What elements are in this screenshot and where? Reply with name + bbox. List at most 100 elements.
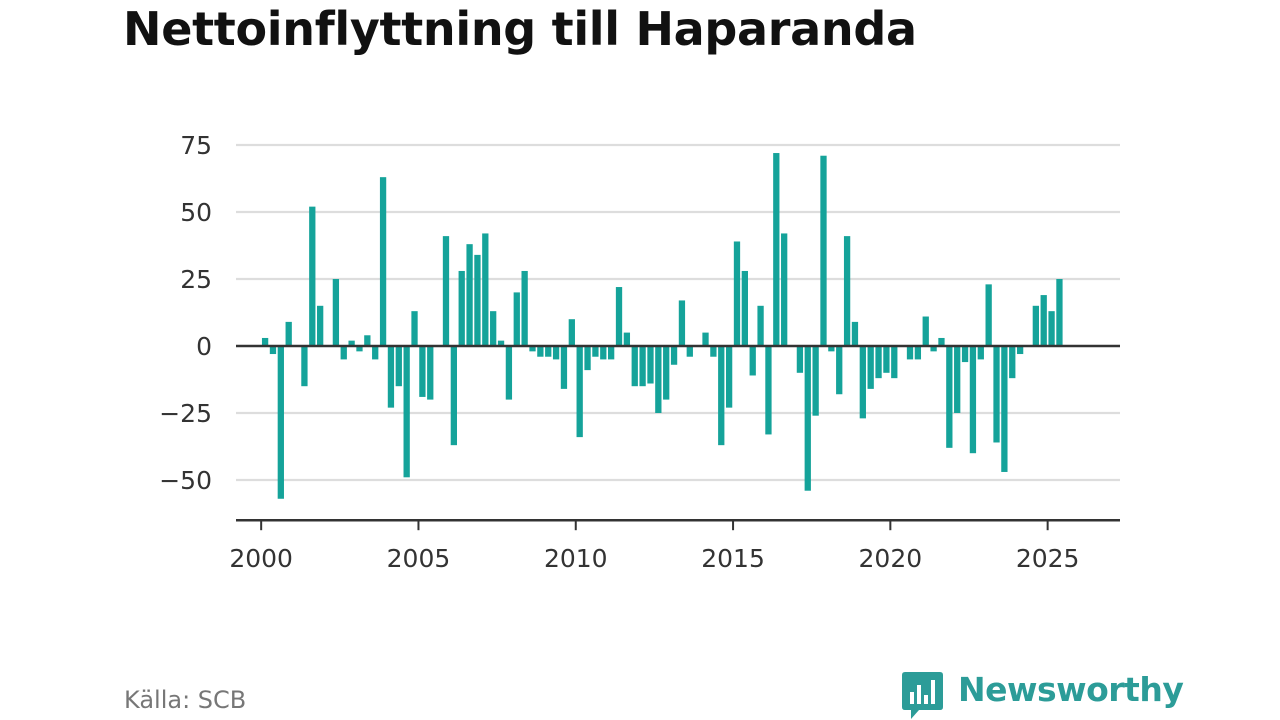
- bar: [419, 346, 426, 397]
- bar: [828, 346, 835, 352]
- bar: [702, 332, 709, 346]
- bar: [906, 346, 914, 360]
- x-tick-label: 2015: [701, 544, 765, 573]
- y-tick-label: 25: [180, 265, 212, 294]
- bar: [631, 346, 638, 387]
- bar: [867, 346, 874, 389]
- bars: [236, 153, 1120, 499]
- bar-chart: 75 50 25 0 −25 −50 2000 2005 2010 2015 2020 2025: [159, 131, 1120, 573]
- bar: [615, 287, 623, 346]
- y-tick-label: 75: [180, 131, 212, 160]
- bar: [466, 244, 473, 346]
- bar: [718, 346, 725, 446]
- bar: [560, 346, 568, 389]
- bar: [843, 236, 851, 346]
- bar: [883, 346, 890, 373]
- bar: [891, 346, 898, 379]
- bar: [1032, 305, 1039, 346]
- bar: [537, 346, 544, 357]
- bar: [663, 346, 670, 400]
- bar: [749, 346, 756, 376]
- bar: [1001, 346, 1008, 472]
- bar: [261, 337, 269, 346]
- bar: [710, 346, 717, 357]
- bar: [301, 346, 308, 387]
- x-axis: 2000 2005 2010 2015 2020 2025: [229, 518, 1120, 573]
- bar: [686, 346, 693, 357]
- bar: [741, 270, 748, 346]
- bar: [442, 236, 450, 346]
- brand-name: Newsworthy: [958, 670, 1184, 709]
- bar: [387, 346, 395, 408]
- bar: [277, 346, 284, 499]
- bar: [875, 346, 882, 379]
- bar: [655, 346, 662, 413]
- bar: [576, 346, 583, 438]
- bar: [969, 346, 977, 454]
- bar: [545, 346, 552, 357]
- y-axis-labels: 75 50 25 0 −25 −50: [159, 131, 212, 495]
- bar: [608, 346, 615, 360]
- bar: [812, 346, 819, 416]
- bar: [340, 346, 347, 360]
- bar: [395, 346, 402, 387]
- x-tick-label: 2020: [859, 544, 923, 573]
- bar: [364, 335, 371, 346]
- bar: [332, 279, 340, 346]
- bar: [836, 346, 843, 395]
- bar: [348, 340, 355, 346]
- bar: [474, 254, 481, 346]
- bar: [427, 346, 434, 400]
- bar: [317, 305, 324, 346]
- bar: [985, 284, 992, 346]
- bar: [568, 319, 575, 346]
- bar: [733, 241, 741, 346]
- bar: [490, 311, 497, 346]
- bar: [765, 346, 772, 435]
- bar: [379, 177, 387, 346]
- bar: [584, 346, 591, 371]
- y-tick-label: −25: [159, 399, 212, 428]
- bar: [647, 346, 654, 384]
- bar: [403, 346, 410, 478]
- bar: [922, 316, 929, 346]
- bar: [513, 292, 520, 346]
- bar: [930, 346, 937, 352]
- source-note: Källa: SCB: [124, 686, 247, 714]
- bar: [521, 270, 528, 346]
- bar: [1040, 295, 1047, 346]
- bar: [977, 346, 984, 360]
- bar: [961, 346, 969, 363]
- bar: [820, 155, 827, 346]
- bar: [309, 206, 316, 346]
- bar: [678, 300, 686, 346]
- bar: [497, 340, 505, 346]
- chart-title: Nettoinflyttning till Haparanda: [123, 2, 917, 56]
- bar: [458, 270, 465, 346]
- bar: [639, 346, 646, 387]
- x-tick-label: 2005: [387, 544, 451, 573]
- bar: [725, 346, 733, 408]
- bar: [269, 346, 277, 355]
- bar: [670, 346, 678, 365]
- bar: [781, 233, 788, 346]
- bar: [372, 346, 379, 360]
- bar: [505, 346, 513, 400]
- bar: [411, 311, 418, 346]
- bar: [356, 346, 363, 352]
- x-tick-label: 2000: [229, 544, 293, 573]
- bar: [938, 337, 945, 346]
- bar: [600, 346, 607, 360]
- bar: [482, 233, 489, 346]
- bar: [757, 305, 764, 346]
- bar: [285, 321, 292, 346]
- bar: [1009, 346, 1016, 379]
- bar: [1056, 279, 1063, 346]
- bar: [450, 346, 457, 446]
- y-tick-label: −50: [159, 466, 212, 495]
- bar: [859, 346, 866, 419]
- y-tick-label: 50: [180, 198, 212, 227]
- bar: [773, 153, 780, 346]
- newsworthy-chart-bubble-icon: [902, 672, 943, 719]
- bar: [914, 346, 922, 360]
